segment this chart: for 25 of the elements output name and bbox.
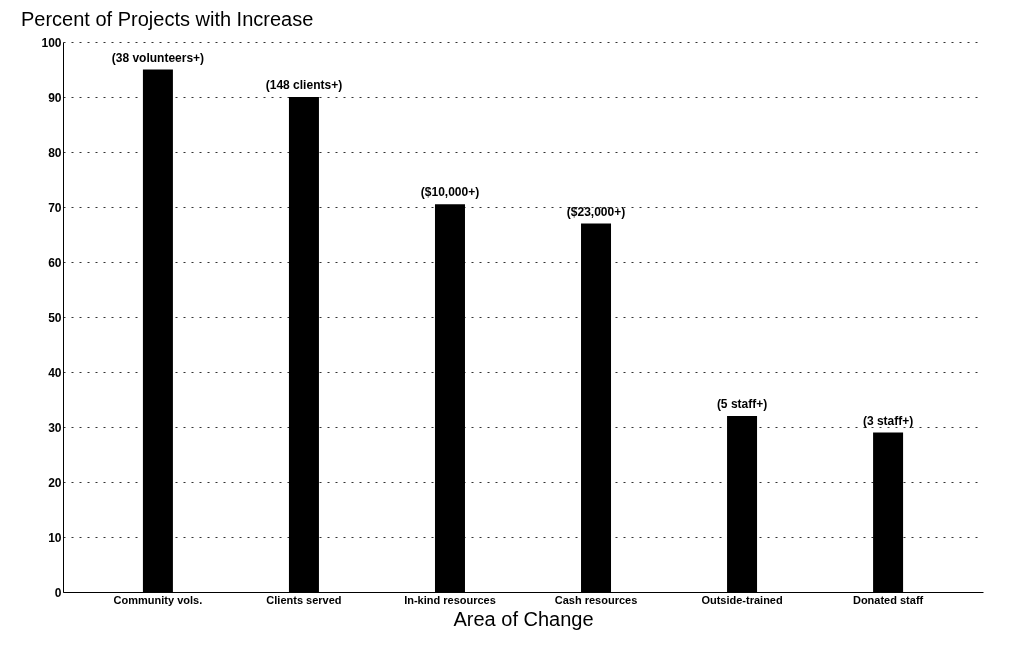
y-tick-label: 20 bbox=[48, 475, 62, 490]
x-tick-label: Outside-trained bbox=[701, 593, 783, 606]
y-tick-label: 10 bbox=[48, 530, 62, 545]
y-tick-label: 40 bbox=[48, 365, 62, 380]
chart-title: Percent of Projects with Increase bbox=[20, 8, 314, 30]
annotation: (38 volunteers+) bbox=[111, 50, 205, 65]
annotation: ($23,000+) bbox=[566, 204, 626, 219]
x-tick-label: Clients served bbox=[266, 593, 342, 606]
annotation: (3 staff+) bbox=[862, 413, 914, 428]
y-tick-label: 80 bbox=[48, 145, 62, 160]
y-tick-label: 50 bbox=[48, 310, 62, 325]
y-tick-label: 30 bbox=[48, 420, 62, 435]
x-tick-label: Donated staff bbox=[852, 593, 924, 606]
annotation: (5 staff+) bbox=[716, 397, 768, 411]
annotation: (148 clients+) bbox=[265, 78, 343, 92]
x-tick-label: Cash resources bbox=[554, 593, 638, 606]
y-tick-label: 70 bbox=[48, 200, 62, 215]
x-tick-label: In-kind resources bbox=[404, 593, 496, 606]
x-axis-title: Area of Change bbox=[453, 607, 594, 630]
annotation: ($10,000+) bbox=[420, 185, 480, 200]
y-tick-label: 90 bbox=[48, 90, 62, 105]
y-tick-label: 100 bbox=[41, 35, 62, 50]
y-tick-label: 60 bbox=[48, 255, 62, 270]
x-tick-label: Community vols. bbox=[113, 593, 203, 606]
y-tick-label: 0 bbox=[54, 585, 62, 600]
